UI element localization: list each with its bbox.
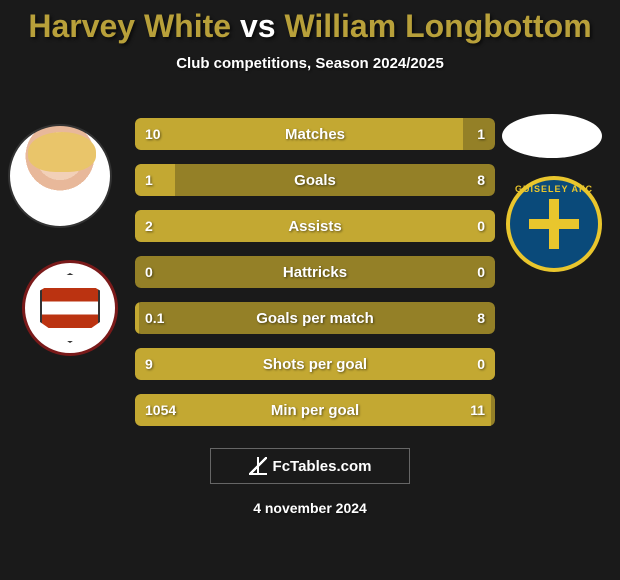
stat-row: 1054Min per goal11 xyxy=(135,394,495,426)
brand-icon xyxy=(249,457,267,475)
stat-label: Hattricks xyxy=(135,264,495,281)
date-text: 4 november 2024 xyxy=(0,500,620,516)
player1-avatar xyxy=(8,124,112,228)
page-title: Harvey White vs William Longbottom xyxy=(0,0,620,45)
stat-label: Assists xyxy=(135,218,495,235)
stat-row: 1Goals8 xyxy=(135,164,495,196)
stat-label: Shots per goal xyxy=(135,356,495,373)
stat-row: 10Matches1 xyxy=(135,118,495,150)
stat-right-value: 8 xyxy=(477,310,485,326)
subtitle: Club competitions, Season 2024/2025 xyxy=(0,55,620,72)
stat-right-value: 11 xyxy=(470,402,485,418)
stat-right-value: 1 xyxy=(477,126,485,142)
stat-label: Goals per match xyxy=(135,310,495,327)
stat-right-value: 0 xyxy=(477,264,485,280)
stat-right-value: 8 xyxy=(477,172,485,188)
stat-label: Goals xyxy=(135,172,495,189)
stat-row: 0.1Goals per match8 xyxy=(135,302,495,334)
stats-comparison-chart: 10Matches11Goals82Assists00Hattricks00.1… xyxy=(135,118,495,440)
title-vs: vs xyxy=(240,8,276,44)
player2-avatar xyxy=(502,114,602,158)
stat-label: Matches xyxy=(135,126,495,143)
title-player1: Harvey White xyxy=(28,8,231,44)
brand-text: FcTables.com xyxy=(273,458,372,475)
stat-label: Min per goal xyxy=(135,402,495,419)
brand-box[interactable]: FcTables.com xyxy=(210,448,410,484)
stat-row: 0Hattricks0 xyxy=(135,256,495,288)
player1-club-badge xyxy=(22,260,118,356)
stat-right-value: 0 xyxy=(477,218,485,234)
club2-arc-text: GUISELEY AFC xyxy=(510,184,598,194)
player2-club-badge: GUISELEY AFC xyxy=(506,176,602,272)
stat-right-value: 0 xyxy=(477,356,485,372)
stat-row: 9Shots per goal0 xyxy=(135,348,495,380)
stat-row: 2Assists0 xyxy=(135,210,495,242)
title-player2: William Longbottom xyxy=(284,8,591,44)
